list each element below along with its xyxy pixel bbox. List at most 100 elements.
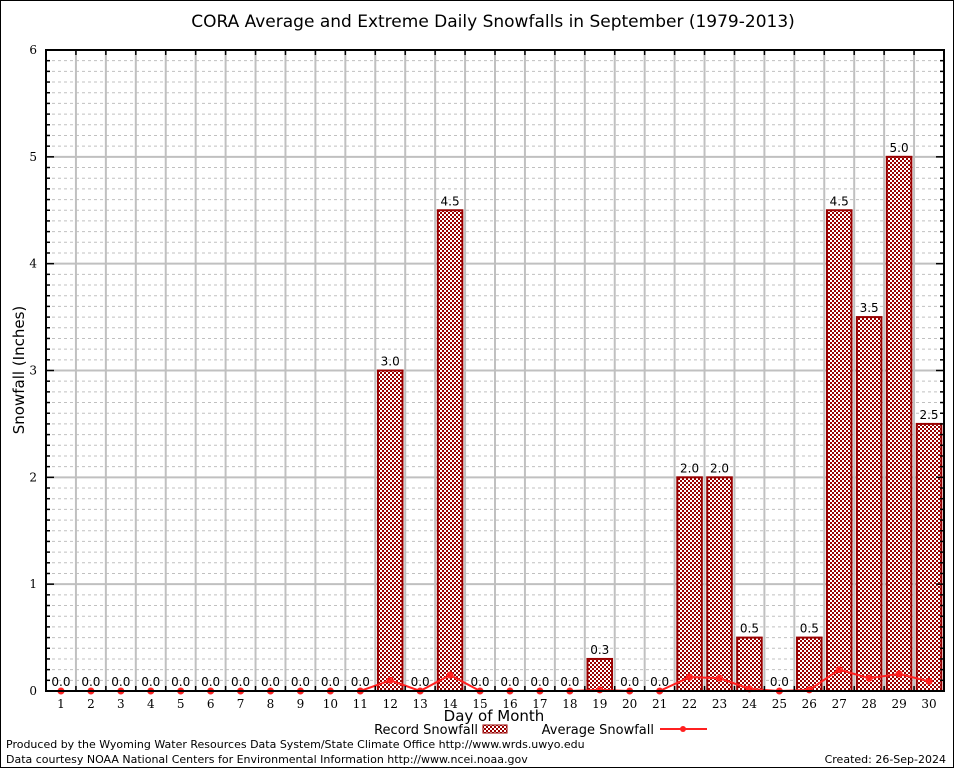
- bar-value-label: 0.0: [530, 675, 549, 689]
- x-tick-label: 11: [353, 697, 368, 711]
- x-tick-label: 10: [323, 697, 338, 711]
- y-tick-label: 4: [29, 257, 37, 271]
- bar-value-label: 3.5: [860, 301, 879, 315]
- bar-day-23: [706, 476, 733, 693]
- x-tick-label: 13: [413, 697, 428, 711]
- x-tick-label: 26: [802, 697, 817, 711]
- x-tick-label: 6: [207, 697, 215, 711]
- bar-value-label: 0.0: [470, 675, 489, 689]
- bar-day-29: [885, 155, 913, 693]
- bar-value-label: 0.0: [201, 675, 220, 689]
- average-point-day-28: [865, 674, 873, 682]
- x-tick-label: 25: [772, 697, 787, 711]
- y-tick-label: 6: [29, 43, 37, 57]
- x-tick-label: 27: [832, 697, 847, 711]
- x-tick-label: 15: [472, 697, 487, 711]
- legend: Record Snowfall Average Snowfall: [374, 723, 707, 738]
- bar-value-label: 0.0: [111, 675, 130, 689]
- x-tick-label: 28: [862, 697, 877, 711]
- bar-day-26: [796, 636, 823, 692]
- average-point-day-19: [596, 686, 604, 694]
- bar-value-label: 0.5: [740, 622, 759, 636]
- x-tick-label: 12: [383, 697, 398, 711]
- bar-value-label: 0.0: [321, 675, 340, 689]
- y-tick-label: 3: [29, 364, 37, 378]
- legend-label-record: Record Snowfall: [374, 723, 478, 738]
- bar-value-label: 0.5: [800, 622, 819, 636]
- bar-value-label: 0.0: [51, 675, 70, 689]
- x-tick-label: 19: [592, 697, 607, 711]
- y-tick-label: 5: [29, 150, 37, 164]
- x-tick-label: 29: [891, 697, 906, 711]
- x-tick-label: 16: [502, 697, 517, 711]
- bar-value-label: 0.3: [590, 643, 609, 657]
- bar-value-label: 0.0: [351, 675, 370, 689]
- legend-swatch-record: [482, 724, 508, 734]
- bar-day-24: [736, 636, 763, 692]
- x-tick-label: 30: [921, 697, 936, 711]
- bar-value-label: 2.5: [919, 408, 938, 422]
- footer-created: Created: 26-Sep-2024: [824, 753, 946, 766]
- x-axis-label: Day of Month: [444, 707, 545, 725]
- x-tick-label: 8: [267, 697, 275, 711]
- x-tick-label: 9: [297, 697, 305, 711]
- x-tick-label: 22: [682, 697, 697, 711]
- x-tick-label: 14: [442, 697, 458, 711]
- y-tick-label: 0: [29, 684, 37, 698]
- x-tick-label: 4: [147, 697, 155, 711]
- bar-value-label: 0.0: [141, 675, 160, 689]
- bars: [376, 155, 943, 693]
- x-tick-label: 18: [562, 697, 577, 711]
- x-tick-label: 5: [177, 697, 185, 711]
- x-tick-label: 21: [652, 697, 667, 711]
- bar-value-label: 0.0: [560, 675, 579, 689]
- average-point-day-30: [925, 677, 933, 685]
- bar-value-label: 0.0: [500, 675, 519, 689]
- footer-data-courtesy: Data courtesy NOAA National Centers for …: [6, 753, 528, 766]
- x-tick-label: 20: [622, 697, 637, 711]
- average-point-day-12: [386, 676, 394, 684]
- y-tick-label: 1: [29, 577, 37, 591]
- y-axis-label: Snowfall (Inches): [10, 306, 28, 434]
- x-tick-label: 23: [712, 697, 727, 711]
- average-point-day-14: [446, 671, 454, 679]
- x-tick-label: 2: [87, 697, 95, 711]
- x-tick-label: 24: [742, 697, 758, 711]
- x-tick-label: 17: [532, 697, 547, 711]
- bar-value-label: 0.0: [770, 675, 789, 689]
- bar-value-label: 0.0: [291, 675, 310, 689]
- bar-value-label: 2.0: [710, 461, 729, 475]
- bar-value-label: 0.0: [620, 675, 639, 689]
- average-point-day-27: [835, 666, 843, 674]
- bar-day-19: [586, 657, 614, 693]
- bar-labels: 0.0 0.0 0.0 0.0 0.0 0.0 0.0 0.0 0.0 0.0 0.0 3.0 0.0 4…: [51, 141, 938, 689]
- bar-day-27: [825, 209, 853, 692]
- legend-label-average: Average Snowfall: [542, 723, 654, 738]
- bar-value-label: 0.0: [171, 675, 190, 689]
- average-point-day-23: [716, 674, 723, 682]
- x-tick-label: 1: [57, 697, 65, 711]
- legend-marker-average: [680, 726, 686, 732]
- bar-value-label: 0.0: [411, 675, 430, 689]
- bar-value-label: 3.0: [381, 355, 400, 369]
- average-point-day-22: [686, 673, 694, 681]
- average-point-day-29: [895, 670, 903, 678]
- bar-day-28: [855, 316, 883, 692]
- y-tick-label: 2: [29, 470, 37, 484]
- bar-value-label: 0.0: [231, 675, 250, 689]
- bar-value-label: 0.0: [650, 675, 669, 689]
- bar-value-label: 4.5: [830, 194, 849, 208]
- bar-value-label: 5.0: [890, 141, 909, 155]
- footer-produced-by: Produced by the Wyoming Water Resources …: [6, 738, 585, 751]
- bar-value-label: 0.0: [81, 675, 100, 689]
- x-tick-label: 3: [117, 697, 125, 711]
- chart-title: CORA Average and Extreme Daily Snowfalls…: [191, 12, 795, 32]
- bar-value-label: 4.5: [441, 194, 460, 208]
- average-point-day-26: [805, 686, 813, 694]
- bar-day-22: [676, 476, 703, 693]
- bar-day-12: [376, 369, 404, 692]
- bar-value-label: 0.0: [261, 675, 280, 689]
- bar-value-label: 2.0: [680, 461, 699, 475]
